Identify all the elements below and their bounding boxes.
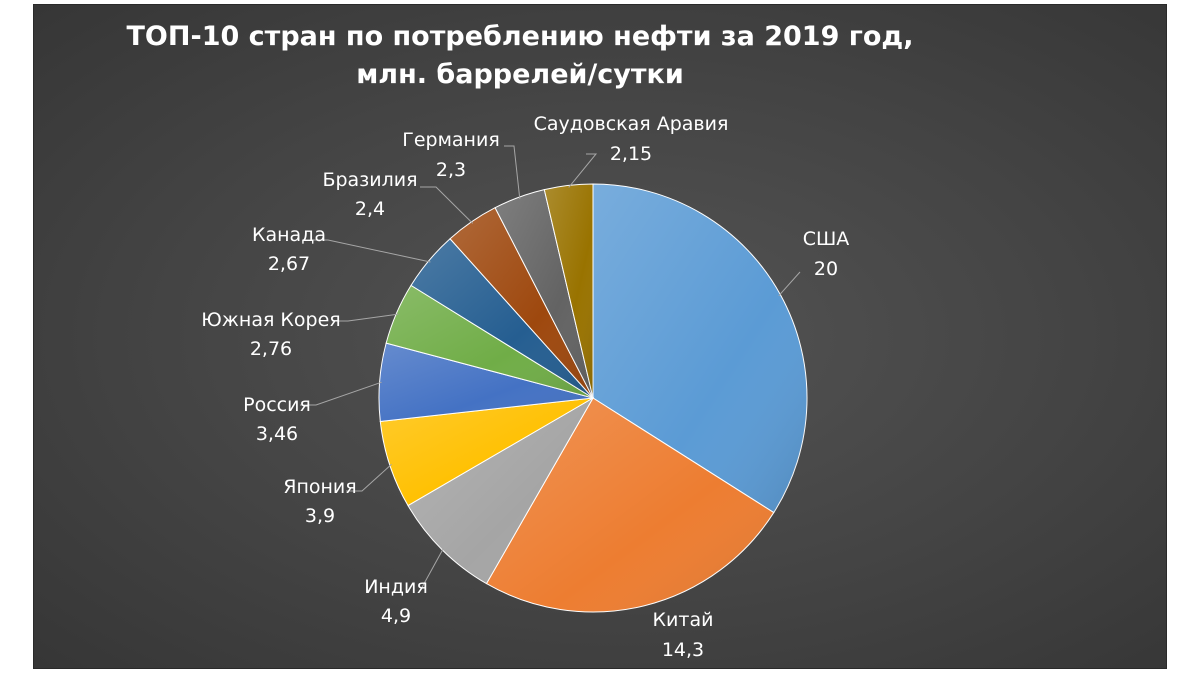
slice-label-value-3: 4,9 bbox=[381, 605, 411, 627]
slice-label-name-8: Бразилия bbox=[322, 169, 417, 191]
pie-slices bbox=[378, 183, 808, 613]
slice-label-name-7: Канада bbox=[252, 224, 326, 246]
leader-line-1 bbox=[778, 271, 801, 297]
slice-label-name-9: Германия bbox=[402, 129, 500, 151]
slice-label-value-10: 2,15 bbox=[610, 143, 652, 165]
pie-slice-shading-4 bbox=[380, 398, 593, 506]
leader-line-7 bbox=[312, 239, 431, 263]
pie-slice-shading-1 bbox=[593, 184, 807, 513]
chart-title: ТОП-10 стран по потреблению нефти за 201… bbox=[33, 18, 1167, 94]
slice-label-value-6: 2,76 bbox=[250, 338, 292, 360]
pie-slice-shading-7 bbox=[411, 238, 593, 398]
pie-slice-shading-10 bbox=[544, 184, 593, 398]
pie-slice-shading-5 bbox=[378, 343, 593, 422]
leader-line-8 bbox=[420, 186, 474, 224]
pie-slice-shading-2 bbox=[486, 398, 774, 613]
slice-label-value-9: 2,3 bbox=[436, 159, 466, 181]
pie-slice-shading-3 bbox=[407, 398, 593, 584]
pie-slice-shading-6 bbox=[386, 285, 593, 398]
slice-label-value-4: 3,9 bbox=[305, 505, 335, 527]
leader-line-5 bbox=[300, 381, 382, 406]
leader-line-6 bbox=[332, 313, 399, 322]
slice-label-value-7: 2,67 bbox=[268, 253, 310, 275]
slice-label-value-8: 2,4 bbox=[355, 198, 385, 220]
leader-lines bbox=[300, 145, 801, 592]
slice-label-name-1: США bbox=[803, 228, 850, 250]
leader-line-4 bbox=[346, 463, 392, 492]
data-labels: США 20 Китай 14,3 Индия 4,9 Япония 3,9 Россия 3,4… bbox=[201, 113, 849, 661]
leader-line-3 bbox=[419, 548, 444, 592]
leader-line-10 bbox=[568, 153, 598, 188]
slice-label-value-2: 14,3 bbox=[662, 639, 704, 661]
chart-title-line-2: млн. баррелей/сутки bbox=[356, 59, 684, 90]
slice-label-name-10: Саудовская Аравия bbox=[534, 113, 729, 135]
slice-label-name-4: Япония bbox=[283, 476, 356, 498]
slice-label-name-6: Южная Корея bbox=[201, 309, 340, 331]
slice-label-name-3: Индия bbox=[364, 576, 428, 598]
pie-slice-shading-8 bbox=[450, 207, 593, 398]
leader-line-9 bbox=[504, 145, 521, 200]
pie-slice-shading-9 bbox=[495, 189, 593, 398]
slice-label-value-5: 3,46 bbox=[256, 423, 298, 445]
slice-label-name-5: Россия bbox=[243, 394, 311, 416]
slice-label-value-1: 20 bbox=[814, 258, 838, 280]
slice-label-name-2: Китай bbox=[653, 609, 714, 631]
chart-title-line-1: ТОП-10 стран по потреблению нефти за 201… bbox=[126, 21, 914, 52]
